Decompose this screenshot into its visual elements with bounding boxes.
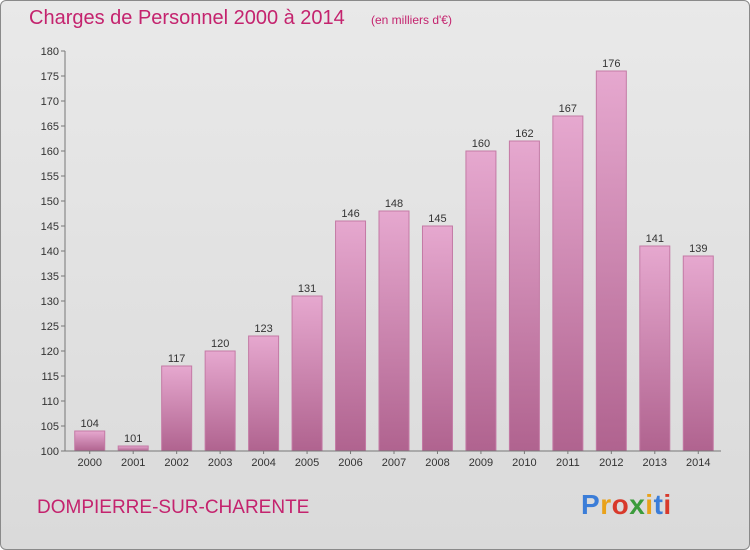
y-tick-label: 125: [41, 321, 59, 333]
y-tick-label: 180: [41, 46, 59, 58]
logo-letter: r: [600, 489, 612, 520]
logo-letter: x: [629, 489, 646, 520]
y-tick-label: 100: [41, 446, 59, 458]
bar-2011: [552, 115, 584, 452]
y-tick-label: 165: [41, 121, 59, 133]
y-tick-label: 110: [41, 396, 59, 408]
y-tick-label: 155: [41, 171, 59, 183]
y-tick-label: 170: [41, 96, 59, 108]
chart-unit-label: (en milliers d'€): [371, 13, 452, 27]
x-tick-label-2012: 2012: [599, 457, 623, 469]
logo-letter: P: [581, 489, 601, 520]
bar-2003: [204, 350, 236, 452]
bar-2010: [508, 140, 540, 452]
y-tick-label: 115: [41, 371, 59, 383]
value-label-2003: 120: [211, 338, 229, 350]
bar-2001: [117, 445, 149, 452]
bar-2009: [465, 150, 497, 452]
y-tick-label: 140: [41, 246, 59, 258]
x-tick-label-2000: 2000: [77, 457, 101, 469]
x-tick-label-2013: 2013: [643, 457, 667, 469]
x-tick-label-2007: 2007: [382, 457, 406, 469]
commune-name: DOMPIERRE-SUR-CHARENTE: [37, 497, 310, 518]
bar-2012: [595, 70, 627, 452]
x-tick-label-2011: 2011: [556, 457, 580, 469]
x-tick-label-2001: 2001: [121, 457, 145, 469]
value-label-2007: 148: [385, 198, 403, 210]
y-tick-label: 145: [41, 221, 59, 233]
value-label-2011: 167: [559, 103, 577, 115]
y-tick-label: 130: [41, 296, 59, 308]
bar-2007: [378, 210, 410, 452]
bar-2005: [291, 295, 323, 452]
y-axis: 100 105 110 115 120 125 130 135 140 145 150 155 160 1…: [41, 46, 66, 458]
value-label-2005: 131: [298, 283, 316, 295]
y-tick-label: 150: [41, 196, 59, 208]
value-label-2012: 176: [602, 58, 620, 70]
x-tick-label-2006: 2006: [338, 457, 362, 469]
logo-letter: i: [645, 489, 654, 520]
value-label-2009: 160: [472, 138, 490, 150]
y-tick-label: 160: [41, 146, 59, 158]
logo-letter: t: [653, 489, 664, 520]
value-label-2014: 139: [689, 243, 707, 255]
value-label-2000: 104: [81, 418, 99, 430]
value-label-2006: 146: [341, 208, 359, 220]
x-tick-label-2002: 2002: [164, 457, 188, 469]
bar-2006: [335, 220, 367, 452]
bar-2008: [421, 225, 453, 452]
x-tick-label-2004: 2004: [251, 457, 275, 469]
value-label-2002: 117: [168, 353, 186, 365]
chart-title: Charges de Personnel 2000 à 2014: [29, 7, 345, 29]
y-tick-label: 120: [41, 346, 59, 358]
y-tick-label: 105: [41, 421, 59, 433]
x-tick-label-2008: 2008: [425, 457, 449, 469]
bar-2014: [682, 255, 714, 452]
x-axis: 2000 2001 2002 2003 2004 2005 2006 2007 2008 2009…: [65, 450, 721, 469]
bar-2013: [639, 245, 671, 452]
value-label-2001: 101: [124, 433, 142, 445]
x-tick-label-2014: 2014: [686, 457, 710, 469]
proxiti-logo: Proxiti: [581, 489, 672, 521]
x-tick-label-2005: 2005: [295, 457, 319, 469]
y-tick-label: 135: [41, 271, 59, 283]
x-tick-label-2009: 2009: [469, 457, 493, 469]
value-label-2013: 141: [646, 233, 664, 245]
value-label-2008: 145: [428, 213, 446, 225]
bars-group: 104 101 117 120 123 131 146 148 145 160 162 167 176 1…: [74, 58, 714, 452]
logo-letter: i: [663, 489, 672, 520]
y-tick-label: 175: [41, 71, 59, 83]
bar-2002: [161, 365, 193, 452]
x-tick-label-2010: 2010: [512, 457, 536, 469]
value-label-2010: 162: [515, 128, 533, 140]
value-label-2004: 123: [254, 323, 272, 335]
logo-letter: o: [611, 489, 630, 520]
bar-2000: [74, 430, 106, 452]
x-tick-label-2003: 2003: [208, 457, 232, 469]
bar-2004: [248, 335, 280, 452]
